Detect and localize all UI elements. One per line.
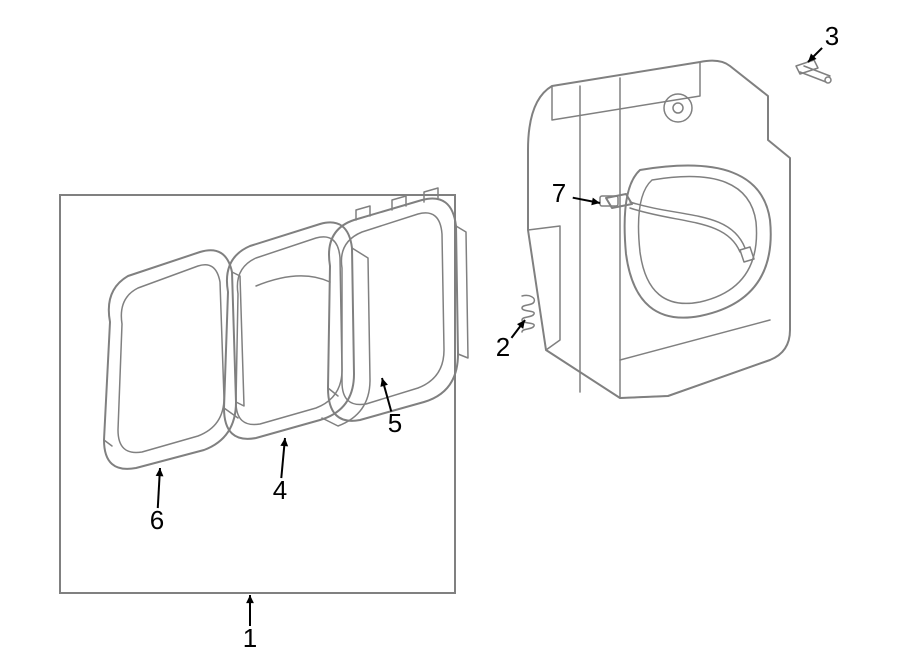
callout-label-1: 1: [243, 623, 257, 653]
callouts: 1 2 3 4 5 6 7: [150, 21, 839, 653]
callout-label-5: 5: [388, 408, 402, 438]
housing-bracket: [528, 61, 790, 398]
parts-diagram: 1 2 3 4 5 6 7: [0, 0, 900, 661]
callout-label-3: 3: [825, 21, 839, 51]
wiring-harness: [606, 194, 754, 262]
adjust-spring: [522, 295, 534, 332]
retainer-ring: [328, 188, 468, 421]
callout-label-7: 7: [552, 178, 566, 208]
callout-label-4: 4: [273, 475, 287, 505]
sealed-beam: [224, 222, 370, 438]
callout-label-2: 2: [496, 332, 510, 362]
mount-bolt: [796, 60, 831, 83]
callout-label-6: 6: [150, 505, 164, 535]
bezel-trim: [104, 250, 244, 469]
